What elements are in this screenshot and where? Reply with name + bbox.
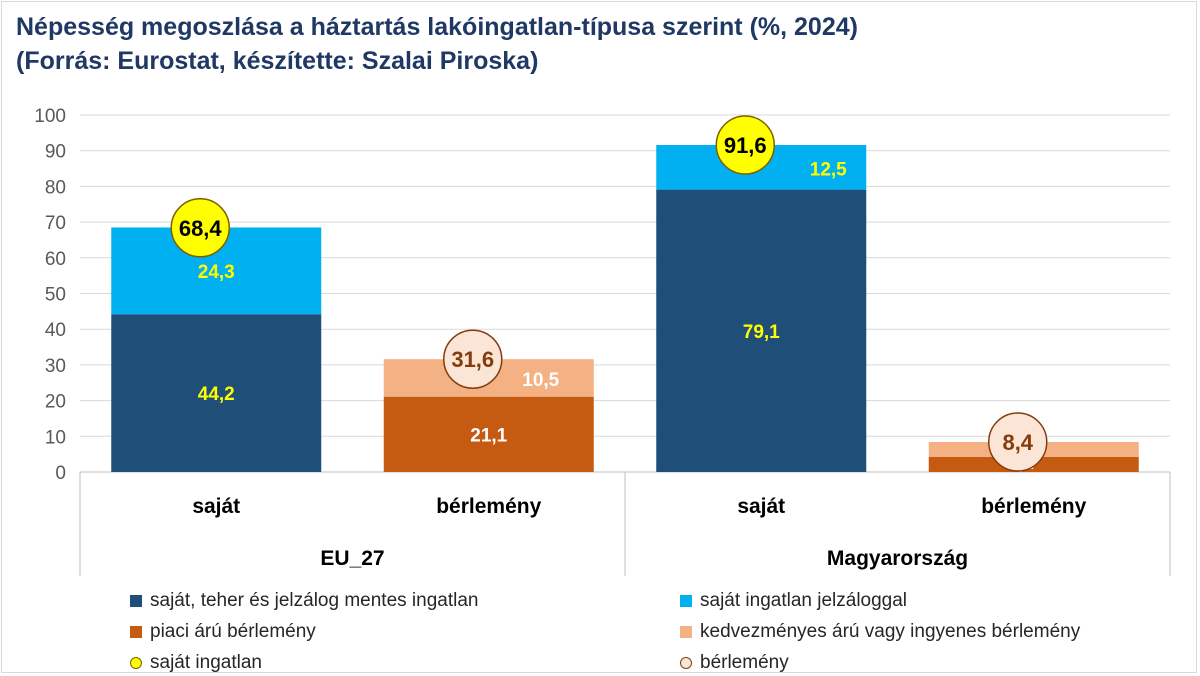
data-label-s0-c2: 79,1 [743,322,780,343]
y-tick-label-0: 0 [55,463,66,484]
total-marker-1-c3 [988,412,1048,472]
legend-label: saját, teher és jelzálog mentes ingatlan [150,590,479,611]
bar-segment-s2-c1 [383,396,594,472]
legend-swatch [680,626,692,638]
total-marker-label-1-c3: 8,4 [1002,430,1033,455]
legend-item-series-0: saját, teher és jelzálog mentes ingatlan [130,590,478,612]
legend-item-marker-1: bérlemény [680,652,789,674]
legend-swatch [680,595,692,607]
bar-segment-s0-c2 [656,189,867,472]
y-tick-label-50: 50 [45,285,66,306]
total-marker-label-0-c0: 68,4 [179,216,223,241]
group-label-1: Magyarország [827,547,968,570]
total-marker-label-0-c2: 91,6 [724,133,767,158]
chart-title-line-2: (Forrás: Eurostat, készítette: Szalai Pi… [16,47,539,75]
data-label-s0-c0: 44,2 [198,384,235,405]
y-tick-label-20: 20 [45,392,66,413]
data-label-s1-c0: 24,3 [198,262,235,283]
chart-title-line-1: Népesség megoszlása a háztartás lakóinga… [16,13,858,41]
legend-label: piaci árú bérlemény [150,621,316,642]
category-label-2: saját [737,495,785,518]
data-label-s3-c1: 10,5 [522,370,559,391]
y-tick-label-60: 60 [45,249,66,270]
legend-circle-icon [680,657,692,669]
total-marker-0-c2 [715,115,775,175]
data-label-s2-c1: 21,1 [470,425,507,446]
chart-title: Népesség megoszlása a háztartás lakóinga… [16,10,858,78]
legend-label: saját ingatlan [150,652,262,673]
legend-label: saját ingatlan jelzáloggal [700,590,908,611]
legend-label: bérlemény [700,652,789,673]
category-label-1: bérlemény [436,495,541,518]
total-marker-1-c1 [443,329,503,389]
legend-item-series-1: saját ingatlan jelzáloggal [680,590,907,612]
legend-item-series-3: kedvezményes árú vagy ingyenes bérlemény [680,621,1080,643]
total-marker-0-c0 [170,198,230,258]
legend-circle-icon [130,657,142,669]
y-tick-label-10: 10 [45,427,66,448]
y-tick-label-30: 30 [45,356,66,377]
y-tick-label-90: 90 [45,142,66,163]
bar-segment-s0-c0 [111,314,322,472]
total-marker-label-1-c1: 31,6 [451,347,494,372]
legend-item-marker-0: saját ingatlan [130,652,262,674]
group-label-0: EU_27 [320,547,384,570]
data-label-s1-c2: 12,5 [810,159,847,180]
legend-swatch [130,595,142,607]
category-label-3: bérlemény [981,495,1086,518]
legend-swatch [130,626,142,638]
category-label-0: saját [192,495,240,518]
y-tick-label-40: 40 [45,320,66,341]
y-tick-label-80: 80 [45,177,66,198]
legend-label: kedvezményes árú vagy ingyenes bérlemény [700,621,1081,642]
y-tick-label-100: 100 [34,106,66,127]
legend-item-series-2: piaci árú bérlemény [130,621,316,643]
y-tick-label-70: 70 [45,213,66,234]
